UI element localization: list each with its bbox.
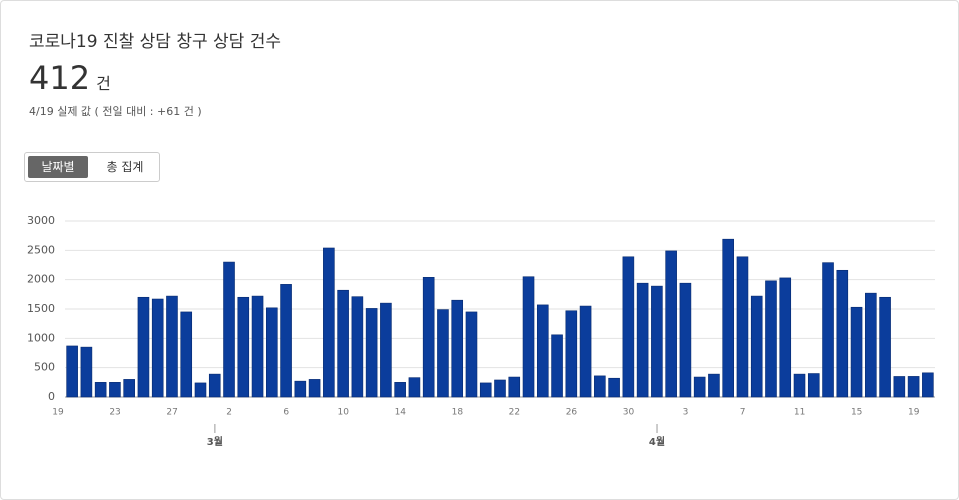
bar: [822, 262, 834, 398]
x-tick-label: 15: [851, 408, 862, 418]
x-tick-label: 6: [283, 408, 289, 418]
bar: [351, 296, 364, 398]
y-tick-label: 2000: [27, 273, 55, 286]
bar: [622, 256, 635, 398]
bar: [280, 284, 292, 398]
tab[interactable]: 총 집계: [106, 160, 144, 174]
bar: [422, 277, 435, 398]
bar: [408, 377, 421, 398]
bar: [565, 310, 578, 398]
x-tick-label: 14: [395, 408, 407, 418]
bar: [437, 309, 449, 398]
bar: [893, 376, 906, 398]
bar: [693, 376, 706, 398]
bar: [208, 373, 221, 398]
bar: [722, 238, 734, 398]
y-tick-label: 0: [48, 390, 55, 403]
bar: [337, 289, 349, 398]
bar: [793, 373, 806, 398]
bar: [807, 373, 820, 398]
bar: [237, 296, 250, 398]
bar: [779, 277, 792, 398]
bar: [109, 382, 121, 398]
bar: [123, 379, 135, 398]
bar: [137, 296, 150, 398]
bar: [166, 295, 178, 398]
bar: [536, 304, 549, 398]
month-label: 4월: [649, 436, 665, 448]
title: 코로나19 진찰 상담 창구 상담 건수: [29, 32, 281, 52]
bar: [865, 292, 877, 398]
x-tick-label: 22: [509, 408, 520, 418]
bar: [922, 372, 934, 398]
bar: [465, 311, 478, 398]
bar: [380, 302, 392, 398]
bar: [151, 298, 164, 398]
x-tick-label: 10: [338, 408, 350, 418]
bar: [907, 376, 920, 398]
bar: [708, 373, 720, 398]
bar: [94, 382, 107, 398]
bar: [251, 295, 264, 398]
x-tick-label: 19: [52, 408, 64, 418]
unit: 건: [96, 74, 111, 93]
bar: [508, 376, 521, 398]
tab[interactable]: 날짜별: [28, 156, 88, 178]
bar: [750, 295, 763, 398]
bar: [479, 382, 492, 398]
bar: [579, 305, 592, 398]
y-tick-label: 1000: [27, 331, 55, 344]
bar: [266, 307, 278, 398]
x-tick-label: 2: [226, 408, 232, 418]
bar: [180, 311, 193, 398]
bar: [294, 380, 307, 398]
bar: [594, 375, 606, 398]
bar: [665, 250, 677, 398]
bar: [308, 379, 321, 398]
bar: [608, 377, 620, 398]
y-tick-label: 3000: [27, 214, 55, 227]
bar: [879, 296, 891, 398]
x-tick-label: 11: [794, 408, 805, 418]
x-tick-label: 18: [452, 408, 464, 418]
bar: [679, 282, 692, 398]
bar: [636, 282, 649, 398]
x-tick-label: 30: [623, 408, 635, 418]
value: 412: [29, 59, 91, 97]
bar: [223, 261, 235, 398]
bar: [494, 379, 506, 398]
tabs: 날짜별 총 집계: [24, 152, 160, 182]
bar: [522, 276, 535, 398]
bar: [80, 346, 93, 398]
x-tick-label: 26: [566, 408, 578, 418]
x-tick-label: 23: [109, 408, 120, 418]
bar: [451, 299, 464, 398]
bar: [323, 247, 335, 398]
bar: [836, 269, 849, 398]
bar: [66, 345, 78, 398]
bar: [365, 308, 378, 398]
bar: [551, 334, 563, 398]
note: 4/19 실제 값 ( 전일 대비 : +61 건 ): [29, 105, 202, 118]
bar: [850, 306, 863, 398]
y-tick-label: 2500: [27, 243, 55, 256]
bar: [394, 382, 406, 398]
bar: [765, 280, 777, 398]
total: 412 건: [29, 59, 111, 97]
x-tick-label: 3: [683, 408, 689, 418]
x-tick-label: 7: [740, 408, 746, 418]
bar: [651, 285, 663, 398]
x-tick-label: 19: [908, 408, 920, 418]
bar: [194, 382, 207, 398]
bar: [736, 256, 749, 398]
y-tick-label: 1500: [27, 302, 55, 315]
x-tick-label: 27: [166, 408, 177, 418]
month-label: 3월: [207, 436, 223, 448]
y-tick-label: 500: [34, 361, 55, 374]
